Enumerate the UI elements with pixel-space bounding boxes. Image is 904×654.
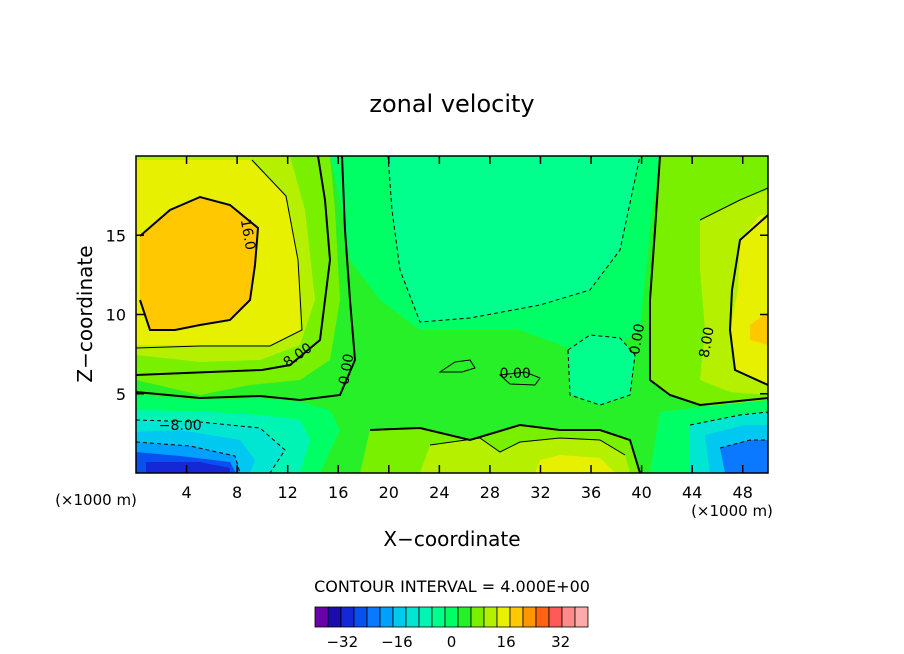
contour-label: 8.00 (697, 326, 718, 359)
contour-line (136, 419, 286, 473)
colorbar-swatch (366, 606, 381, 628)
colorbar-swatch (509, 606, 524, 628)
band-right-yellow (730, 215, 768, 385)
contour-line (136, 156, 357, 402)
contour-line (369, 423, 641, 473)
contour-label: 0.00 (500, 366, 531, 382)
contour-line (689, 411, 768, 426)
x-tick-label: 40 (631, 483, 651, 502)
x-tick-label: 20 (379, 483, 399, 502)
colorbar-swatch (483, 606, 498, 628)
colorbar-labels: −32 −16 0 16 32 (326, 633, 570, 651)
x-unit-label-left: (×1000 m) (55, 491, 137, 509)
colorbar-swatch (340, 606, 355, 628)
colorbar-swatch (353, 606, 368, 628)
colorbar-tick-label: 32 (551, 633, 570, 651)
band-lowcenter-yellow (535, 455, 615, 473)
contour-line (136, 441, 241, 473)
band-right-orange (750, 312, 768, 345)
y-tick-label: 15 (106, 226, 126, 245)
contour-plot-area: 16.08.00 0.00 0.000.00 8.00−8.00 (136, 156, 768, 473)
colorbar-tick-label: 16 (497, 633, 516, 651)
band-right-cold-4 (720, 440, 768, 473)
contour-label: 0.00 (336, 353, 357, 386)
contour-line (139, 195, 260, 331)
colorbar-swatch (574, 606, 589, 628)
colorbar-swatch (457, 606, 472, 628)
x-tick-label: 24 (429, 483, 449, 502)
x-tick-label: 28 (480, 483, 500, 502)
colorbar-tick-label: 0 (447, 633, 457, 651)
contour-label: 16.0 (237, 218, 258, 251)
colorbar-tick-label: −16 (381, 633, 413, 651)
colorbar-swatch (470, 606, 485, 628)
x-tick-label: 16 (328, 483, 348, 502)
colorbar-swatch (522, 606, 537, 628)
colorbar-swatch (405, 606, 420, 628)
contour-line (649, 156, 768, 407)
x-tick-label: 4 (181, 483, 191, 502)
contour-line (438, 359, 476, 373)
chart-title: zonal velocity (369, 90, 534, 118)
band-left-orange (140, 197, 258, 330)
contour-line (719, 439, 768, 449)
contour-line (728, 214, 768, 386)
contour-line (387, 156, 641, 323)
y-axis-label: Z−coordinate (73, 245, 97, 382)
x-tick-label: 8 (232, 483, 242, 502)
y-tick-label: 10 (106, 306, 126, 325)
contour-label: −8.00 (159, 418, 202, 434)
x-unit-label-right: (×1000 m) (691, 502, 773, 520)
contour-label: 0.00 (627, 322, 648, 355)
x-tick-label: 12 (278, 483, 298, 502)
x-tick-label: 32 (530, 483, 550, 502)
colorbar-swatch (392, 606, 407, 628)
band-upper-core (388, 156, 640, 322)
contour-interval-text: CONTOUR INTERVAL = 4.000E+00 (314, 577, 590, 596)
contour-line (498, 371, 541, 386)
colorbar-swatch (535, 606, 550, 628)
contour-line (699, 187, 768, 221)
colorbar-swatch (431, 606, 446, 628)
x-tick-label: 36 (581, 483, 601, 502)
contour-line (567, 334, 636, 406)
x-tick-label: 48 (733, 483, 753, 502)
contour-line (136, 156, 332, 376)
y-axis-ticks: 5 10 15 (106, 226, 768, 404)
colorbar-swatch (379, 606, 394, 628)
band-left-cold-7 (146, 462, 230, 473)
colorbar-swatch (418, 606, 433, 628)
colorbar-tick-label: −32 (326, 633, 358, 651)
colorbar-swatch (561, 606, 576, 628)
contour-line (136, 159, 303, 349)
band-mid-core (568, 335, 635, 405)
colorbar-swatch (548, 606, 563, 628)
x-axis-label: X−coordinate (383, 527, 520, 551)
colorbar (314, 606, 589, 628)
colorbar-swatch (444, 606, 459, 628)
x-axis-ticks: 4 8 12 16 20 24 28 32 36 40 44 48 (181, 156, 753, 502)
contour-line (429, 437, 626, 456)
y-tick-label: 5 (116, 385, 126, 404)
colorbar-swatch (496, 606, 511, 628)
colorbar-swatch (314, 606, 329, 628)
colorbar-swatch (327, 606, 342, 628)
x-tick-label: 44 (682, 483, 702, 502)
